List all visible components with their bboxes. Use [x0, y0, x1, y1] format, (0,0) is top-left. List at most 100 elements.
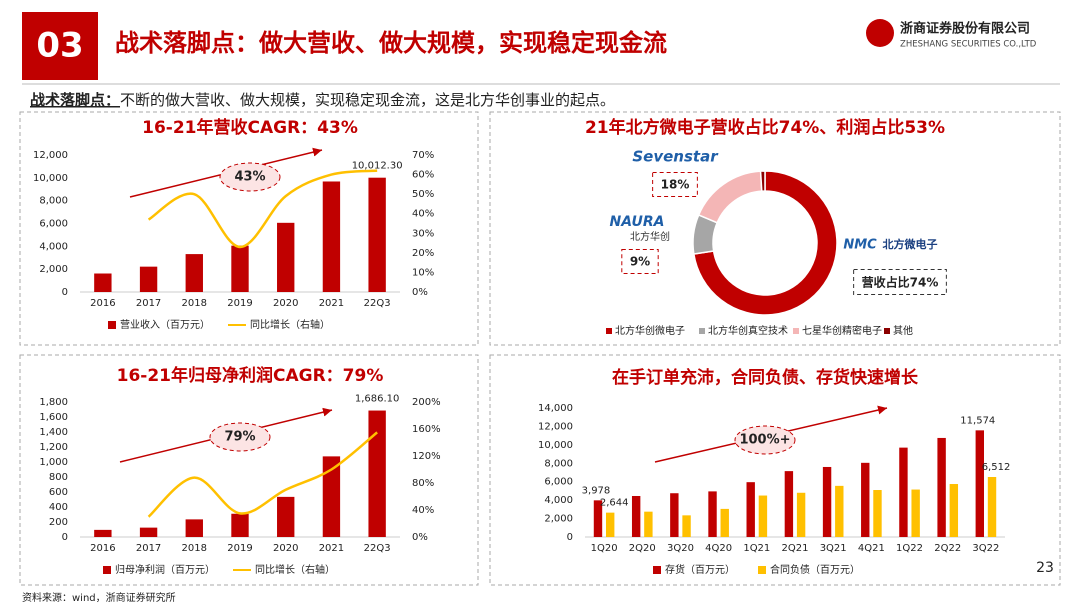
label-box: [652, 172, 698, 197]
bar: [322, 456, 341, 537]
bar: [139, 266, 158, 292]
value-label: 2,644: [600, 498, 629, 509]
chart-title: 16-21年归母净利润CAGR：79%: [117, 365, 384, 386]
source-note: 资料来源：wind，浙商证券研究所: [22, 591, 176, 604]
logo-mark: [866, 19, 894, 47]
x-tick-label: 2Q21: [782, 543, 809, 554]
annotation: 43%: [234, 170, 265, 185]
slide-title: 战术落脚点：做大营收、做大规模，实现稳定现金流: [115, 29, 667, 57]
bar: [822, 466, 832, 537]
bar: [873, 490, 882, 537]
panel: [489, 354, 1061, 586]
bar: [322, 181, 341, 292]
y2-tick-label: 0%: [412, 532, 428, 543]
bar: [708, 491, 717, 537]
legend-swatch: [793, 328, 799, 334]
legend-label: 营业收入（百万元）: [120, 318, 210, 331]
subtitle-text: 不断的做大营收、做大规模，实现稳定现金流，这是北方华创事业的起点。: [120, 91, 615, 109]
annotation-bubble: [219, 162, 281, 192]
bar: [94, 273, 112, 292]
x-tick-label: 2016: [90, 298, 115, 309]
logo-text: NAURA: [610, 214, 665, 230]
x-tick-label: 3Q21: [820, 543, 847, 554]
y2-tick-label: 10%: [412, 267, 434, 278]
x-tick-label: 2Q22: [934, 543, 961, 554]
x-tick-label: 2019: [227, 298, 252, 309]
legend-label: 同比增长（右轴）: [250, 318, 330, 331]
subtitle-lead: 战术落脚点：: [30, 91, 120, 109]
legend-label: 北方华创微电子: [615, 324, 685, 337]
chart-title: 在手订单充沛，合同负债、存货快速增长: [612, 367, 919, 388]
y2-tick-label: 70%: [412, 150, 434, 161]
legend-swatch: [606, 328, 612, 334]
x-tick-label: 2020: [273, 298, 298, 309]
y-tick-label: 600: [49, 487, 68, 498]
y-tick-label: 6,000: [544, 477, 573, 488]
bar: [720, 508, 729, 537]
bar: [277, 222, 295, 292]
bar: [949, 484, 959, 537]
bar: [758, 495, 768, 537]
x-tick-label: 1Q20: [591, 543, 618, 554]
value-label: 1,686.10: [355, 394, 400, 405]
y-tick-label: 12,000: [538, 421, 573, 432]
slice-label: 18%: [661, 178, 690, 192]
y-tick-label: 12,000: [33, 150, 68, 161]
value-label: 3,978: [582, 485, 611, 496]
x-tick-label: 1Q21: [743, 543, 770, 554]
y-tick-label: 8,000: [544, 458, 573, 469]
y2-tick-label: 50%: [412, 189, 434, 200]
legend-label: 七星华创精密电子: [802, 324, 882, 337]
company-name-en: ZHESHANG SECURITIES CO.,LTD: [900, 40, 1037, 50]
x-tick-label: 3Q20: [667, 543, 694, 554]
line-series: [147, 431, 378, 518]
y-tick-label: 200: [49, 517, 68, 528]
bar: [94, 529, 112, 537]
bar: [631, 495, 641, 537]
slide-number: 03: [36, 26, 83, 66]
y-tick-label: 0: [62, 532, 68, 543]
bar: [937, 437, 946, 537]
y-tick-label: 4,000: [39, 241, 68, 252]
y-tick-label: 1,800: [39, 397, 68, 408]
chart-title: 21年北方微电子营收占比74%、利润占比53%: [585, 117, 945, 138]
y-tick-label: 10,000: [538, 440, 573, 451]
bar: [987, 476, 997, 537]
value-label: 11,574: [960, 415, 995, 426]
bar: [185, 519, 203, 537]
donut-slice: [759, 170, 766, 192]
y2-tick-label: 200%: [412, 397, 441, 408]
y2-tick-label: 120%: [412, 451, 441, 462]
bar: [746, 482, 755, 537]
y-tick-label: 1,200: [39, 442, 68, 453]
y-tick-label: 8,000: [39, 196, 68, 207]
y2-tick-label: 40%: [412, 505, 434, 516]
x-tick-label: 2018: [182, 543, 207, 554]
y-tick-label: 0: [62, 287, 68, 298]
x-tick-label: 4Q20: [705, 543, 732, 554]
value-label: 10,012.30: [352, 161, 403, 172]
label-box: [853, 269, 947, 295]
bar: [784, 471, 794, 537]
legend-swatch: [108, 321, 116, 329]
line-series: [147, 169, 378, 249]
panel: [19, 111, 479, 346]
x-tick-label: 2017: [136, 298, 161, 309]
y2-tick-label: 0%: [412, 287, 428, 298]
donut-slice: [697, 170, 763, 224]
logo-text: Sevenstar: [632, 148, 719, 166]
y2-tick-label: 60%: [412, 170, 434, 181]
bar: [644, 511, 653, 537]
y2-tick-label: 30%: [412, 228, 434, 239]
legend-label: 同比增长（右轴）: [255, 563, 335, 576]
annotation-bubble: [734, 425, 796, 455]
legend-swatch: [884, 328, 890, 334]
x-tick-label: 2018: [182, 298, 207, 309]
legend-swatch: [699, 328, 705, 334]
annotation: 79%: [224, 430, 255, 445]
panel: [489, 111, 1061, 346]
bar: [670, 493, 679, 537]
donut-slice: [692, 170, 838, 316]
logo-text: 北方微电子: [883, 237, 938, 251]
x-tick-label: 2019: [227, 543, 252, 554]
